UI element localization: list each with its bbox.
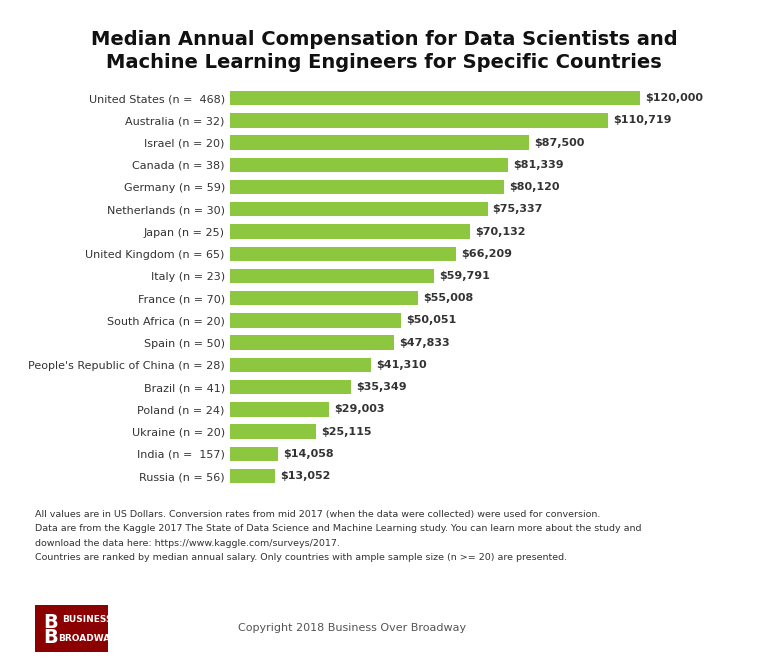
Text: Median Annual Compensation for Data Scientists and: Median Annual Compensation for Data Scie… <box>91 30 677 49</box>
Text: $80,120: $80,120 <box>509 182 560 192</box>
Text: $70,132: $70,132 <box>475 226 525 236</box>
Text: All values are in US Dollars. Conversion rates from mid 2017 (when the data were: All values are in US Dollars. Conversion… <box>35 510 600 519</box>
Text: B: B <box>43 613 58 632</box>
Bar <box>230 314 401 327</box>
Text: $13,052: $13,052 <box>280 471 330 481</box>
Text: $55,008: $55,008 <box>423 293 474 303</box>
Bar <box>230 91 640 106</box>
Bar <box>230 202 488 216</box>
Bar <box>230 224 470 239</box>
Text: $35,349: $35,349 <box>356 382 407 392</box>
Text: $25,115: $25,115 <box>321 426 372 437</box>
Bar <box>230 269 435 283</box>
Text: Machine Learning Engineers for Specific Countries: Machine Learning Engineers for Specific … <box>106 53 662 72</box>
Text: $14,058: $14,058 <box>283 449 334 459</box>
Text: B: B <box>43 628 58 647</box>
Text: $87,500: $87,500 <box>535 137 584 148</box>
Text: $41,310: $41,310 <box>376 360 427 370</box>
Bar <box>230 380 351 395</box>
Text: $47,833: $47,833 <box>399 338 449 348</box>
Text: Countries are ranked by median annual salary. Only countries with ample sample s: Countries are ranked by median annual sa… <box>35 553 567 562</box>
Bar <box>230 447 278 461</box>
Text: Copyright 2018 Business Over Broadway: Copyright 2018 Business Over Broadway <box>238 623 466 634</box>
Bar <box>230 113 608 127</box>
Bar <box>65 605 108 652</box>
Text: download the data here: https://www.kaggle.com/surveys/2017.: download the data here: https://www.kagg… <box>35 539 339 548</box>
Bar <box>230 158 508 172</box>
Bar <box>230 424 316 439</box>
Text: $50,051: $50,051 <box>406 315 457 325</box>
Bar <box>230 180 504 194</box>
Text: $81,339: $81,339 <box>513 160 564 170</box>
Text: BUSINESS: BUSINESS <box>62 615 112 624</box>
Text: BROADWAY: BROADWAY <box>58 634 116 644</box>
Text: $75,337: $75,337 <box>492 204 543 214</box>
Text: $59,791: $59,791 <box>439 271 491 281</box>
Text: Data are from the Kaggle 2017 The State of Data Science and Machine Learning stu: Data are from the Kaggle 2017 The State … <box>35 524 641 533</box>
Bar <box>230 291 418 306</box>
Text: $110,719: $110,719 <box>614 115 672 125</box>
Bar <box>230 469 275 483</box>
Text: $120,000: $120,000 <box>645 93 703 103</box>
Bar <box>230 135 529 150</box>
Bar <box>230 402 329 416</box>
Text: $66,209: $66,209 <box>462 249 512 259</box>
Bar <box>230 358 372 372</box>
Bar <box>230 335 394 350</box>
Bar <box>230 247 456 261</box>
Text: $29,003: $29,003 <box>335 405 385 414</box>
